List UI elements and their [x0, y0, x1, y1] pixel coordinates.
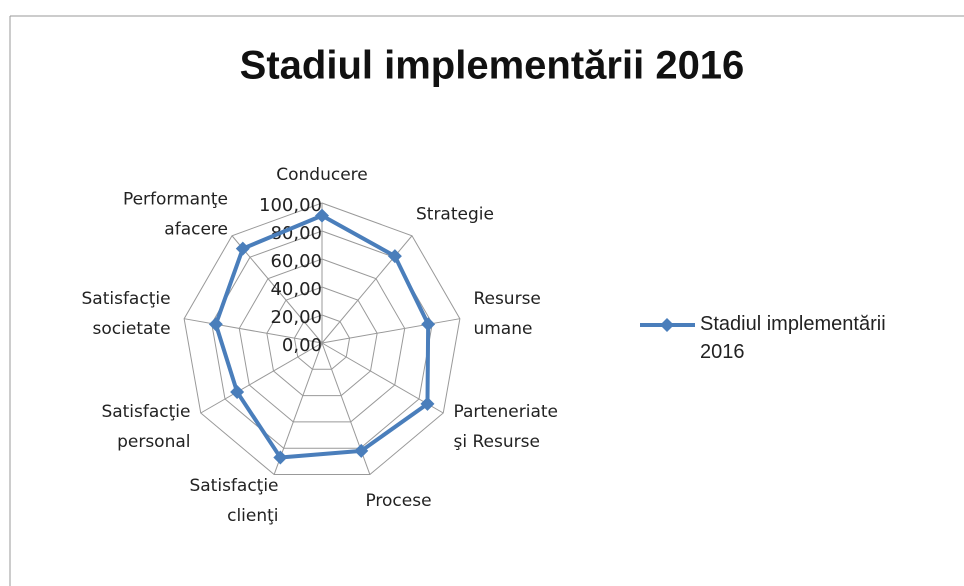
- y-tick-label: 0,00: [282, 335, 322, 356]
- spoke: [200, 342, 323, 414]
- category-label: Satisfacţie personal: [101, 402, 190, 452]
- marker: [208, 317, 223, 332]
- chart-title: Stadiul implementării 2016: [240, 44, 745, 88]
- category-label: Resurse umane: [473, 289, 540, 339]
- marker: [315, 208, 329, 223]
- marker: [273, 450, 288, 465]
- grid-line: [183, 202, 461, 476]
- spoke: [321, 342, 444, 414]
- grid-line: [293, 314, 351, 370]
- grid-line: [238, 258, 406, 423]
- legend-label: Stadiul implementării 2016: [700, 313, 886, 363]
- y-tick-label: 60,00: [270, 251, 322, 272]
- series-line: [213, 213, 431, 460]
- spoke: [184, 318, 323, 344]
- y-tick-label: 100,00: [259, 195, 322, 216]
- marker: [387, 249, 402, 264]
- marker: [354, 443, 369, 458]
- y-tick-label: 40,00: [270, 279, 322, 300]
- marker: [230, 385, 245, 399]
- category-label: Procese: [365, 491, 431, 511]
- category-label: Satisfacţie clienţi: [189, 476, 278, 526]
- marker: [420, 396, 435, 411]
- category-label: Parteneriate şi Resurse: [453, 402, 558, 452]
- spoke: [231, 235, 323, 344]
- spoke: [321, 318, 460, 344]
- category-label: Performanţe afacere: [123, 189, 228, 239]
- y-tick-label: 80,00: [270, 223, 322, 244]
- category-label: Strategie: [416, 204, 494, 224]
- marker: [421, 317, 436, 332]
- marker: [235, 241, 250, 256]
- grid-line: [266, 286, 378, 397]
- category-label: Conducere: [276, 165, 368, 185]
- category-label: Satisfacţie societate: [81, 289, 170, 339]
- legend-marker: [660, 318, 674, 332]
- y-tick-label: 20,00: [270, 307, 322, 328]
